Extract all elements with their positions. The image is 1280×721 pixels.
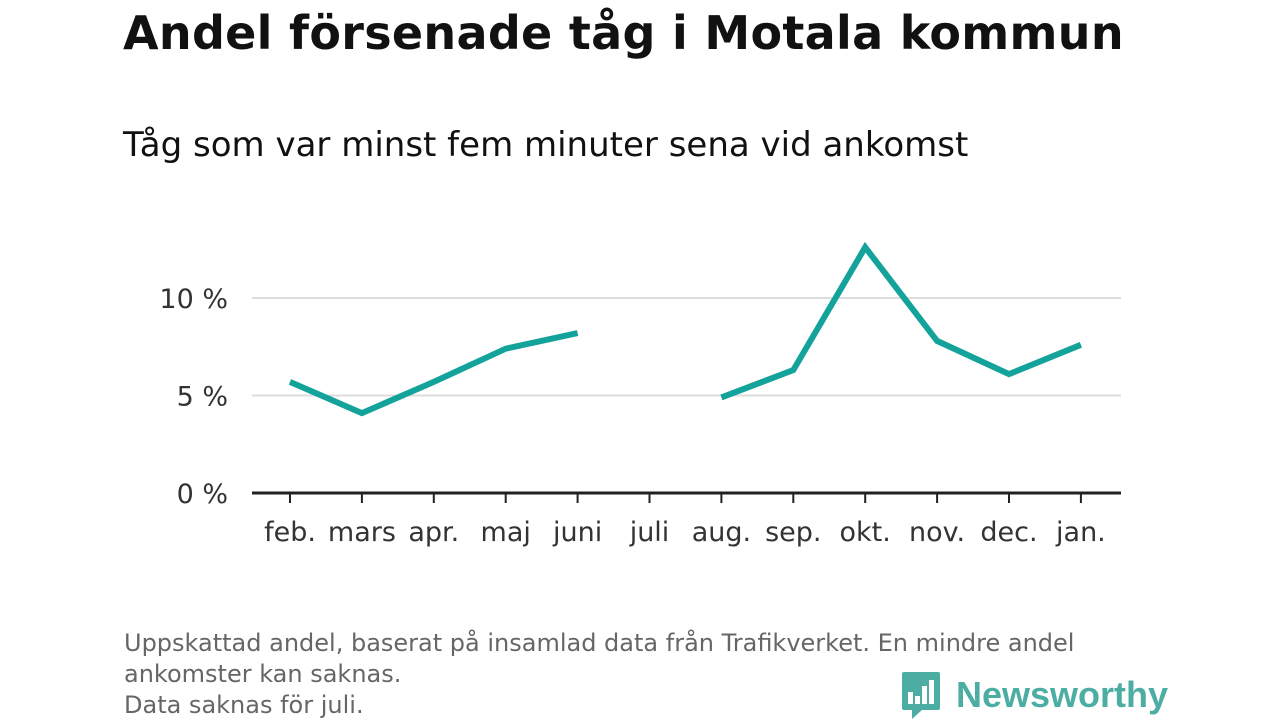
x-tick-label: aug. bbox=[692, 517, 751, 548]
logo-text: Newsworthy bbox=[956, 674, 1169, 715]
series-lines bbox=[288, 241, 1083, 417]
x-tick-label: apr. bbox=[408, 517, 459, 548]
x-tick-label: maj bbox=[481, 517, 531, 548]
x-tick-label: okt. bbox=[840, 517, 891, 548]
newsworthy-chart-bubble-icon bbox=[902, 672, 940, 719]
line-chart: 0 % 5 % 10 % feb. mars apr. maj juni juli aug. se… bbox=[159, 241, 1121, 548]
x-tick-label: nov. bbox=[909, 517, 965, 548]
y-tick-label: 5 % bbox=[177, 382, 228, 413]
chart-subtitle: Tåg som var minst fem minuter sena vid a… bbox=[123, 125, 969, 165]
x-tick-label: feb. bbox=[264, 517, 316, 548]
x-tick-label: juli bbox=[629, 517, 670, 548]
x-axis bbox=[252, 491, 1121, 503]
series-line-segment bbox=[720, 241, 1083, 401]
footnote-line-1: Uppskattad andel, baserat på insamlad da… bbox=[124, 629, 1075, 657]
chart-title: Andel försenade tåg i Motala kommun bbox=[123, 6, 1124, 60]
footnote-line-2: ankomster kan saknas. bbox=[124, 660, 402, 688]
series-line-segment bbox=[288, 330, 579, 417]
x-tick-label: juni bbox=[552, 517, 602, 548]
x-tick-label: sep. bbox=[765, 517, 821, 548]
y-tick-label: 10 % bbox=[159, 284, 228, 315]
x-tick-label: dec. bbox=[980, 517, 1037, 548]
x-axis-tick-labels: feb. mars apr. maj juni juli aug. sep. okt. nov. d… bbox=[264, 517, 1106, 548]
x-tick-label: mars bbox=[328, 517, 396, 548]
footnote-line-3: Data saknas för juli. bbox=[124, 691, 364, 719]
x-tick-label: jan. bbox=[1055, 517, 1106, 548]
y-tick-label: 0 % bbox=[177, 479, 228, 510]
footnote: Uppskattad andel, baserat på insamlad da… bbox=[124, 628, 1174, 721]
newsworthy-logo: Newsworthy bbox=[900, 670, 1168, 720]
y-axis-tick-labels: 0 % 5 % 10 % bbox=[159, 284, 228, 510]
gridlines bbox=[252, 297, 1121, 397]
